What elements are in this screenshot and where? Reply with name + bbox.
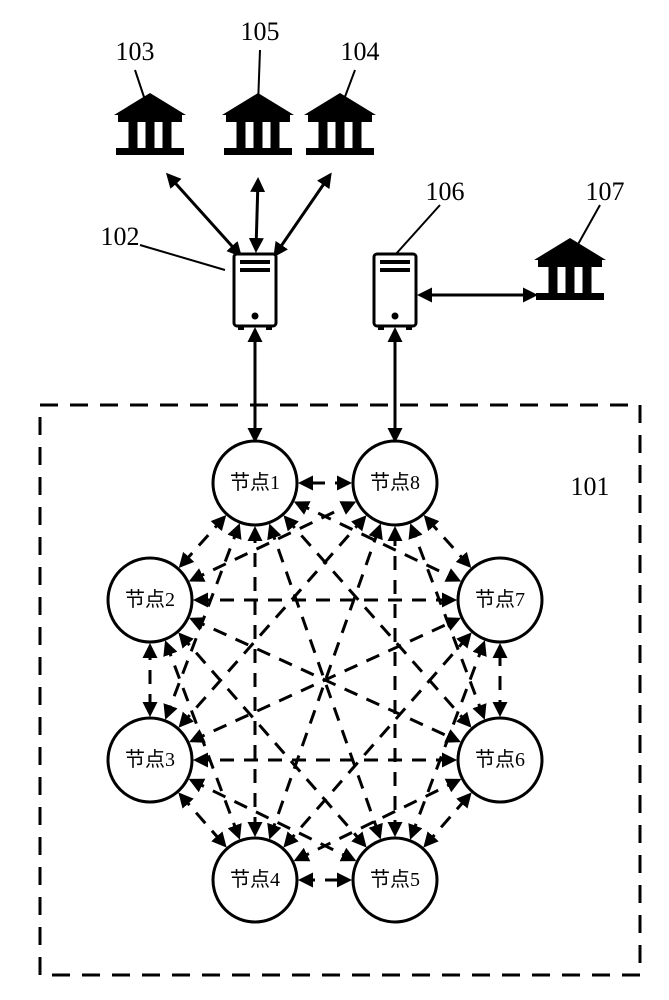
ref-leader-5 (572, 205, 600, 255)
servers (234, 254, 416, 330)
edge-n7-n8 (426, 517, 470, 566)
edge-n3-n4 (180, 795, 224, 846)
edge-n5-n6 (425, 795, 469, 846)
node-label-n8: 节点8 (370, 471, 420, 494)
ref-leaders (135, 50, 600, 270)
ref-leader-4 (395, 205, 440, 255)
ref-label-107: 107 (586, 177, 625, 206)
node-label-n7: 节点7 (475, 588, 525, 611)
edge-n3-n8 (180, 517, 364, 725)
edge-n2-n5 (180, 635, 364, 846)
upper-link-2 (275, 175, 330, 255)
ref-label-105: 105 (241, 17, 280, 46)
network-edges (150, 483, 500, 880)
node-label-n5: 节点5 (370, 868, 420, 891)
ref-label-101: 101 (571, 472, 610, 501)
ref-label-102: 102 (101, 222, 140, 251)
edge-n1-n6 (285, 517, 469, 725)
ref-leader-3 (140, 245, 225, 270)
node-label-n3: 节点3 (125, 748, 175, 771)
network-box (40, 405, 640, 975)
node-label-n2: 节点2 (125, 588, 175, 611)
bank-icon (534, 238, 606, 300)
edge-n1-n2 (181, 517, 225, 566)
server-icon (374, 254, 416, 330)
bank-icon (304, 93, 376, 155)
ref-label-103: 103 (116, 37, 155, 66)
ref-label-104: 104 (341, 37, 380, 66)
ref-label-106: 106 (426, 177, 465, 206)
node-label-n1: 节点1 (230, 471, 280, 494)
upper-link-0 (168, 175, 240, 255)
node-label-n6: 节点6 (475, 748, 525, 771)
node-label-n4: 节点4 (230, 868, 280, 891)
upper-link-1 (256, 180, 258, 250)
server-icon (234, 254, 276, 330)
upper-links (168, 175, 535, 440)
edge-n4-n7 (285, 635, 469, 846)
bank-icon (114, 93, 186, 155)
